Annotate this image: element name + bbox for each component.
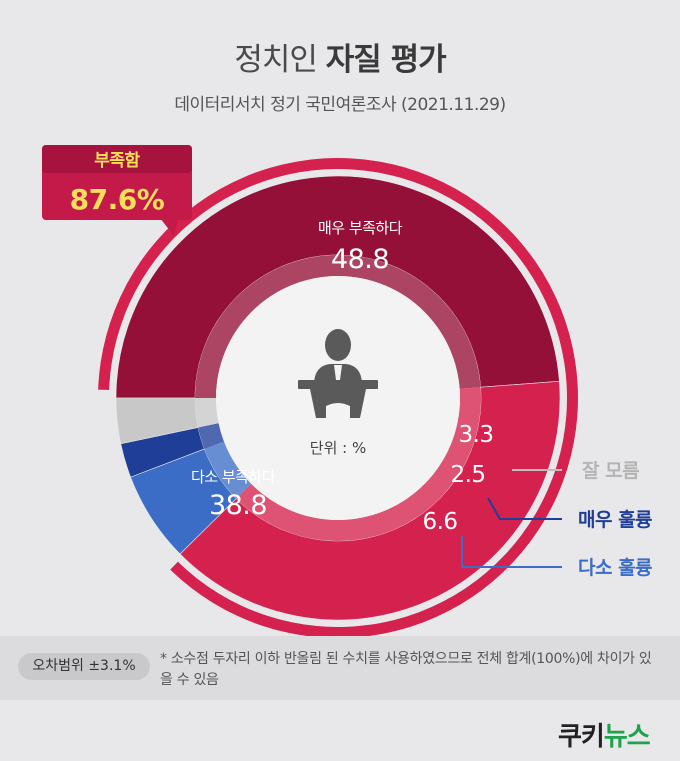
- speaker-at-podium-icon: [298, 329, 378, 418]
- leader-very-good: [487, 497, 562, 520]
- donut-chart: 단위 : % 매우 부족하다 48.8 다소 부족하다 38.8 3.3 2.5 6.6 잘 모…: [42, 145, 653, 639]
- label-very-insufficient-name: 매우 부족하다: [318, 219, 403, 237]
- logo-part1: 쿠키: [558, 722, 605, 752]
- margin-of-error-badge: 오차범위 ±3.1%: [18, 653, 150, 680]
- slice-very-insufficient-inner-band: [195, 254, 481, 398]
- slice-very-good-inner-band: [198, 423, 225, 449]
- outer-label-somewhat-good: 다소 훌륭: [578, 556, 652, 579]
- slice-dont-know-inner-band: [195, 398, 219, 428]
- title-light: 정치인: [234, 42, 318, 78]
- label-somewhat-insufficient-name: 다소 부족하다: [191, 468, 276, 486]
- leader-somewhat-good: [461, 536, 562, 568]
- label-very-insufficient-value: 48.8: [331, 244, 389, 275]
- title-bold: 자질 평가: [325, 42, 447, 78]
- outer-label-very-good: 매우 훌륭: [578, 508, 652, 531]
- slice-somewhat-insufficient-inner-band: [236, 387, 481, 541]
- label-very-good-value: 2.5: [450, 462, 485, 488]
- page-title: 정치인 자질 평가: [0, 34, 680, 79]
- outer-label-dont-know: 잘 모름: [582, 460, 639, 482]
- kukinews-logo: 쿠키뉴스: [558, 716, 651, 753]
- label-somewhat-insufficient-value: 38.8: [209, 490, 267, 521]
- label-somewhat-good-value: 6.6: [422, 509, 457, 535]
- unit-label: 단위 : %: [310, 439, 366, 457]
- slice-somewhat-good-inner-band: [204, 441, 252, 499]
- logo-part2: 뉴스: [603, 722, 651, 752]
- footnote: * 소수점 두자리 이하 반올림 된 수치를 사용하였으므로 전체 합계(100…: [160, 651, 652, 688]
- callout-header: [42, 145, 192, 173]
- label-dont-know-value: 3.3: [458, 422, 493, 448]
- callout-label: 부족함: [94, 150, 140, 171]
- callout-pointer: [160, 218, 178, 236]
- page-subtitle: 데이터리서치 정기 국민여론조사 (2021.11.29): [174, 95, 506, 115]
- callout-value: 87.6%: [70, 183, 165, 216]
